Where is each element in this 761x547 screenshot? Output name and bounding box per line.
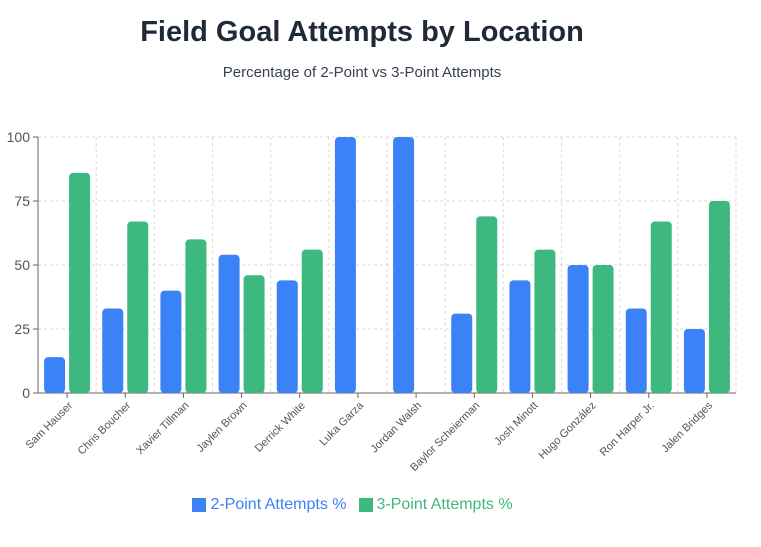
bar-2pt — [276, 280, 298, 393]
x-tick-label: Chris Boucher — [76, 399, 134, 457]
bar-2pt — [625, 308, 647, 393]
x-tick-label: Hugo González — [537, 400, 599, 462]
x-tick-label: Luka Garza — [317, 399, 366, 448]
x-tick-label: Jaylen Brown — [195, 400, 250, 455]
x-tick-label: Xavier Tillman — [134, 400, 191, 457]
bar-3pt — [708, 201, 730, 393]
y-tick-label: 100 — [7, 129, 31, 145]
bar-2pt — [102, 308, 124, 393]
bar-2pt — [683, 329, 705, 393]
x-tick-label: Josh Minott — [492, 400, 540, 448]
legend-label-2pt: 2-Point Attempts % — [210, 496, 347, 513]
legend-item-3pt[interactable]: 3-Point Attempts % — [358, 496, 513, 514]
bar-2pt — [218, 254, 240, 393]
bar-3pt — [476, 216, 498, 393]
y-tick-label: 75 — [14, 193, 30, 209]
y-tick-label: 0 — [22, 385, 30, 401]
bar-chart: 0 25 50 75 100 Sam Hauser Chris Boucher Xavier … — [7, 129, 737, 474]
bar-3pt — [127, 221, 149, 393]
bar-3pt — [243, 275, 265, 393]
bar-2pt — [451, 313, 473, 393]
legend-item-2pt[interactable]: 2-Point Attempts % — [192, 496, 347, 514]
bar-3pt — [534, 249, 556, 393]
x-tick-label: Sam Hauser — [23, 399, 75, 451]
y-tick-label: 50 — [14, 257, 30, 273]
legend-swatch-2pt — [192, 498, 207, 512]
legend-label-3pt: 3-Point Attempts % — [376, 496, 513, 513]
bar-3pt — [592, 265, 614, 393]
chart-title: Field Goal Attempts by Location — [140, 16, 584, 48]
chart-subtitle: Percentage of 2-Point vs 3-Point Attempt… — [222, 64, 502, 81]
bar-2pt — [509, 280, 531, 393]
chart-legend: 2-Point Attempts % 3-Point Attempts % — [0, 496, 705, 514]
x-tick-label: Ron Harper Jr. — [598, 400, 657, 459]
bar-2pt — [334, 137, 356, 393]
bar-2pt — [393, 137, 415, 393]
y-tick-label: 25 — [14, 321, 30, 337]
bar-3pt — [301, 249, 323, 393]
bar-2pt — [567, 265, 589, 393]
bar-3pt — [69, 172, 91, 393]
bar-2pt — [44, 357, 66, 393]
bar-3pt — [185, 239, 207, 393]
x-tick-label: Derrick White — [253, 400, 308, 455]
bar-3pt — [650, 221, 672, 393]
x-tick-label: Jalen Bridges — [659, 399, 715, 455]
legend-swatch-3pt — [358, 498, 373, 512]
bar-2pt — [160, 290, 182, 393]
x-tick-label: Jordan Walsh — [368, 400, 424, 456]
